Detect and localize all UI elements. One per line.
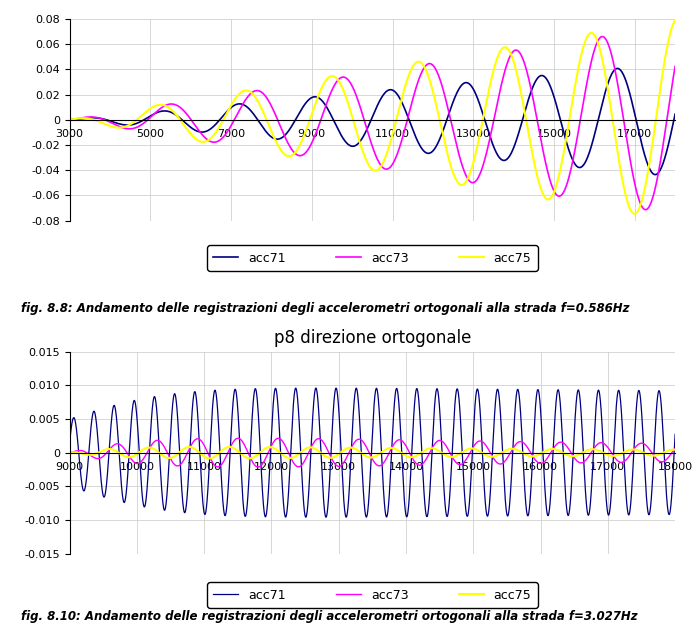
acc71 [312,384,320,392]
acc75 [499,44,507,52]
acc73 [598,33,606,40]
acc71 [216,459,225,466]
acc71 [651,171,659,179]
Legend: acc71, acc73, acc75: acc71, acc73, acc75 [207,582,537,608]
Text: fig. 8.8: Andamento delle registrazioni degli accelerometri ortogonali alla stra: fig. 8.8: Andamento delle registrazioni … [21,302,629,315]
acc73 [642,206,650,213]
acc71 [322,513,330,521]
acc75 [454,451,463,459]
acc75 [352,445,361,453]
acc75 [216,448,225,455]
acc75 [671,16,679,24]
acc73 [352,437,361,444]
acc71 [613,65,622,72]
Line: acc73: acc73 [70,438,675,467]
acc71 [351,142,360,149]
acc73 [671,62,679,70]
acc71 [671,110,679,118]
acc73 [216,462,225,469]
acc73 [432,439,440,447]
acc71 [65,439,74,447]
acc73 [454,460,463,468]
acc75 [351,126,360,133]
acc73 [671,445,679,452]
acc75 [632,446,640,454]
acc71 [454,389,463,397]
acc71 [216,115,225,123]
Text: fig. 8.10: Andamento delle registrazioni degli accelerometri ortogonali alla str: fig. 8.10: Andamento delle registrazioni… [21,610,638,623]
acc73 [216,136,225,143]
acc75 [432,99,440,107]
acc71 [671,431,679,438]
acc73 [632,185,640,192]
acc73 [254,464,262,471]
acc71 [632,115,640,123]
acc73 [351,91,360,99]
acc75 [499,448,507,456]
acc75 [671,446,679,454]
acc73 [632,443,640,450]
acc71 [454,86,462,94]
acc75 [65,116,74,123]
Line: acc73: acc73 [70,36,675,209]
acc73 [499,459,507,467]
acc75 [454,179,462,187]
acc75 [226,443,234,450]
acc73 [454,148,462,156]
acc71 [432,143,440,151]
acc75 [216,121,225,129]
acc71 [65,116,74,123]
acc73 [499,74,507,81]
acc71 [632,410,640,418]
Line: acc75: acc75 [70,20,675,214]
acc71 [432,389,440,396]
acc75 [631,210,639,218]
acc73 [65,116,74,123]
acc75 [632,209,640,217]
acc73 [432,65,440,73]
acc71 [499,462,507,469]
acc75 [205,455,214,462]
Line: acc71: acc71 [70,388,675,517]
Line: acc75: acc75 [70,447,675,459]
Title: p8 direzione ortogonale: p8 direzione ortogonale [274,330,471,347]
acc73 [234,435,242,442]
Legend: acc71, acc73, acc75: acc71, acc73, acc75 [207,245,537,271]
acc71 [499,157,507,164]
acc75 [65,449,74,457]
acc71 [352,384,361,392]
acc73 [65,449,74,457]
acc75 [432,445,440,453]
Line: acc71: acc71 [70,69,675,175]
